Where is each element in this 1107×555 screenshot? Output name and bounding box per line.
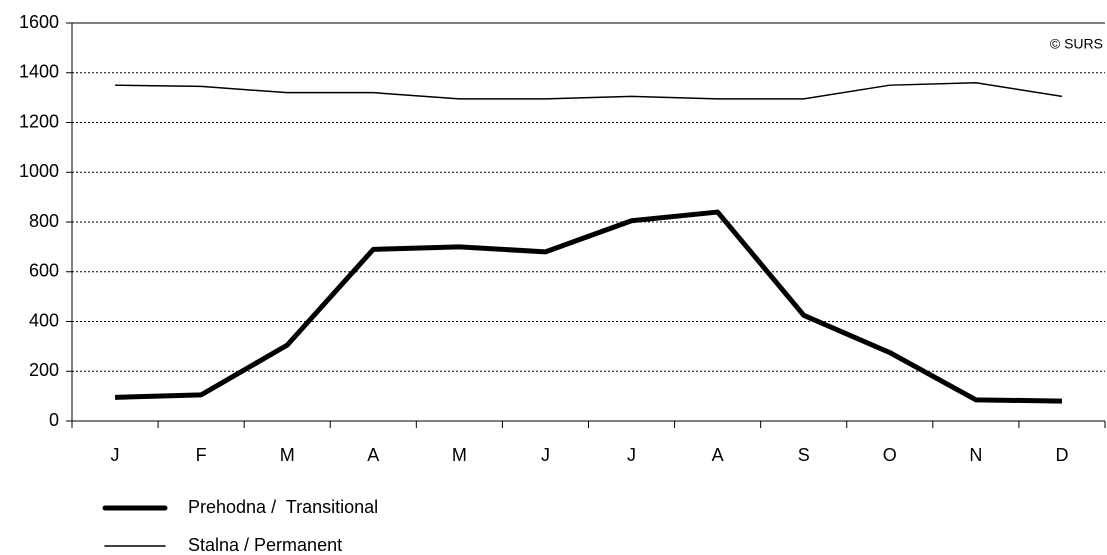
x-tick-label: S xyxy=(798,445,810,465)
y-tick-label: 0 xyxy=(49,410,59,430)
x-tick-label: N xyxy=(969,445,982,465)
y-tick-label: 1400 xyxy=(19,62,59,82)
y-tick-label: 600 xyxy=(29,261,59,281)
y-tick-label: 1600 xyxy=(19,12,59,32)
x-tick-label: A xyxy=(367,445,379,465)
x-tick-label: M xyxy=(280,445,295,465)
annotation: © SURS xyxy=(1050,36,1103,52)
y-tick-label: 1200 xyxy=(19,111,59,131)
x-tick-label: J xyxy=(111,445,120,465)
x-tick-label: F xyxy=(196,445,207,465)
series-line xyxy=(115,81,1063,100)
x-tick-label: O xyxy=(883,445,897,465)
x-tick-label: J xyxy=(627,445,636,465)
x-tick-label: A xyxy=(712,445,724,465)
y-tick-label: 800 xyxy=(29,211,59,231)
x-tick-label: M xyxy=(452,445,467,465)
y-tick-label: 1000 xyxy=(19,161,59,181)
y-tick-label: 200 xyxy=(29,360,59,380)
legend-label: Prehodna / Transitional xyxy=(188,497,378,517)
legend-label: Stalna / Permanent xyxy=(188,535,342,555)
x-tick-label: D xyxy=(1055,445,1068,465)
y-tick-label: 400 xyxy=(29,310,59,330)
x-tick-label: J xyxy=(541,445,550,465)
series-line xyxy=(114,209,1062,404)
